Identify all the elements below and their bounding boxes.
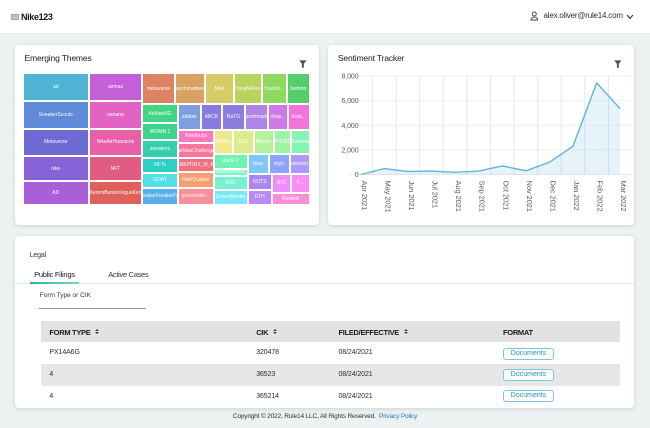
svg-text:6,000: 6,000 bbox=[341, 98, 358, 105]
svg-text:2,000: 2,000 bbox=[341, 147, 358, 154]
svg-text:Jul 2021: Jul 2021 bbox=[431, 181, 440, 209]
svg-text:Jun 2021: Jun 2021 bbox=[407, 181, 416, 211]
svg-text:Mar 2022: Mar 2022 bbox=[619, 181, 628, 212]
svg-text:4,000: 4,000 bbox=[341, 123, 358, 130]
svg-text:8,000: 8,000 bbox=[341, 74, 358, 81]
svg-text:Jan 2022: Jan 2022 bbox=[572, 181, 581, 211]
svg-text:0: 0 bbox=[355, 172, 359, 179]
svg-text:Dec 2021: Dec 2021 bbox=[549, 181, 558, 212]
svg-text:Sep 2021: Sep 2021 bbox=[478, 181, 487, 212]
svg-text:Feb 2022: Feb 2022 bbox=[596, 181, 605, 212]
svg-text:Nov 2021: Nov 2021 bbox=[525, 181, 534, 212]
svg-text:Aug 2021: Aug 2021 bbox=[454, 181, 463, 212]
svg-text:Apr 2021: Apr 2021 bbox=[360, 181, 369, 211]
svg-text:May 2021: May 2021 bbox=[383, 181, 392, 213]
svg-text:Oct 2021: Oct 2021 bbox=[501, 181, 510, 211]
